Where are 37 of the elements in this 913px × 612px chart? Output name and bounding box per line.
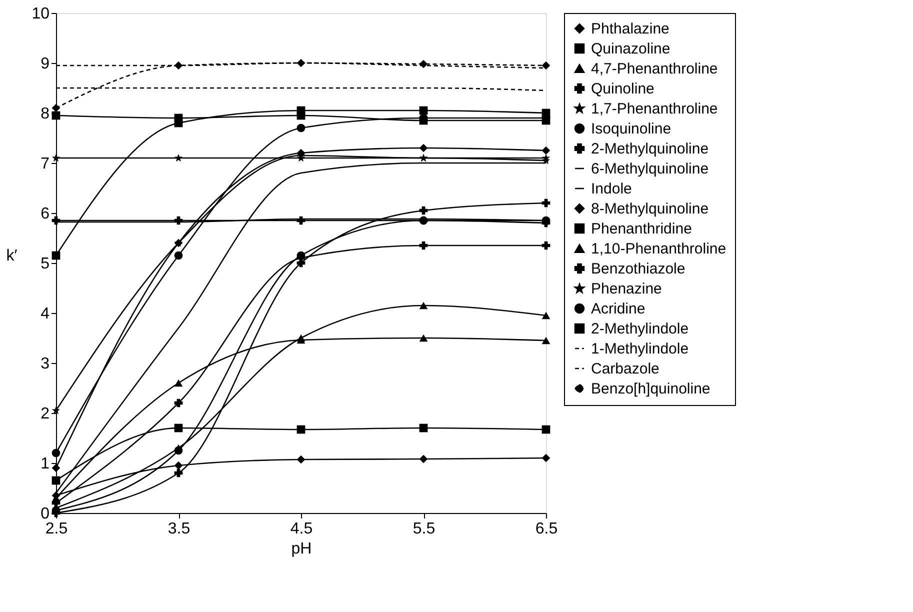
legend-label: Phenanthridine (591, 220, 692, 238)
x-tick-label: 5.5 (412, 520, 436, 538)
y-tick-label: 1 (40, 456, 50, 472)
y-tick-label: 9 (40, 56, 50, 72)
legend-label: Acridine (591, 300, 646, 318)
x-tick-label: 4.5 (290, 520, 313, 538)
y-tick-label: 8 (40, 106, 50, 122)
legend-label: 2-Methylindole (591, 320, 689, 338)
y-tick-label: 4 (40, 306, 50, 322)
legend-label: Phthalazine (591, 20, 670, 38)
legend-label: 2-Methylquinoline (591, 140, 709, 158)
legend-label: 8-Methylquinoline (591, 200, 709, 218)
legend-label: Isoquinoline (591, 120, 672, 138)
legend-label: Carbazole (591, 360, 660, 378)
legend-label: Benzo[h]quinoline (591, 380, 710, 398)
y-tick-label: 6 (40, 206, 50, 222)
legend-label: Quinoline (591, 80, 654, 98)
legend-label: 1,7-Phenanthroline (591, 100, 718, 118)
legend-label: Quinazoline (591, 40, 670, 58)
x-tick-label: 3.5 (168, 520, 190, 538)
y-tick-label: 5 (40, 256, 50, 272)
legend-label: 6-Methylquinoline (591, 160, 709, 178)
y-tick-label: 10 (32, 6, 50, 22)
legend-label: Indole (591, 180, 632, 198)
y-axis-title: k′ (6, 248, 18, 264)
legend-label: Benzothiazole (591, 260, 686, 278)
y-tick-label: 7 (40, 156, 50, 172)
y-tick-label: 3 (40, 356, 50, 372)
x-tick-label: 2.5 (45, 520, 68, 538)
x-tick-label: 6.5 (535, 520, 558, 538)
y-tick-label: 2 (40, 406, 50, 422)
legend-label: 1,10-Phenanthroline (591, 240, 726, 258)
y-tick-label: 0 (40, 506, 50, 522)
legend-label: 4,7-Phenanthroline (591, 60, 718, 78)
legend-label: 1-Methylindole (591, 340, 689, 358)
legend-label: Phenazine (591, 280, 662, 298)
x-axis-title: pH (291, 540, 312, 558)
